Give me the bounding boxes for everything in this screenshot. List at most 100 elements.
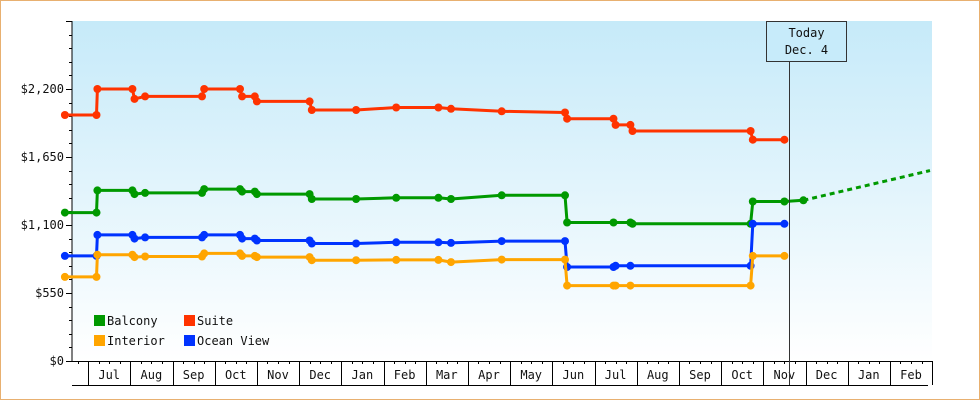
- x-tick-label: Feb: [900, 368, 922, 382]
- plot-area: [72, 21, 932, 361]
- data-point: [561, 191, 569, 200]
- y-tick-label: $2,200: [21, 82, 64, 96]
- data-point: [92, 208, 101, 217]
- data-point: [447, 238, 455, 247]
- data-point: [352, 239, 361, 248]
- x-tick-label: Oct: [225, 368, 247, 382]
- data-point: [626, 261, 635, 270]
- legend-label-interior: Interior: [107, 334, 165, 348]
- y-axis: $0 $550 $1,100 $1,650 $2,200: [21, 21, 73, 368]
- data-point: [141, 188, 150, 197]
- legend-label-suite: Suite: [197, 314, 233, 328]
- data-point: [561, 255, 569, 264]
- data-point: [746, 281, 755, 290]
- data-point: [611, 120, 620, 129]
- data-point: [128, 85, 137, 93]
- data-point: [563, 114, 572, 123]
- x-axis: Jul Aug Sep Oct Nov Dec Jan Feb Mar Apr May Jun Jul A…: [72, 361, 933, 386]
- series-suite: [60, 85, 789, 144]
- data-point: [93, 85, 102, 93]
- data-point: [434, 103, 443, 112]
- data-point: [748, 251, 757, 260]
- data-point: [392, 255, 401, 264]
- x-tick-label: Apr: [478, 368, 500, 382]
- data-point: [198, 92, 206, 101]
- data-point: [92, 111, 101, 119]
- series-projection-balcony: [803, 169, 931, 202]
- data-point: [200, 185, 209, 194]
- data-point: [497, 107, 506, 116]
- y-tick-label: $1,650: [21, 150, 64, 164]
- data-point: [141, 92, 150, 101]
- y-tick-label: $1,100: [21, 218, 64, 232]
- data-point: [780, 135, 789, 144]
- data-point: [130, 94, 139, 103]
- data-point: [130, 190, 139, 199]
- data-point: [447, 258, 455, 267]
- data-point: [611, 261, 620, 270]
- data-point: [238, 234, 247, 243]
- data-point: [238, 251, 247, 260]
- data-point: [392, 193, 401, 202]
- x-tick-label: Aug: [141, 368, 163, 382]
- data-point: [434, 255, 443, 264]
- data-point: [746, 127, 755, 135]
- data-point: [392, 238, 401, 247]
- data-point: [561, 237, 569, 246]
- series-interior: [60, 249, 789, 290]
- x-tick-label: Sep: [183, 368, 205, 382]
- data-point: [780, 251, 789, 260]
- data-point: [609, 114, 618, 123]
- data-point: [238, 187, 247, 196]
- data-point: [626, 120, 635, 129]
- data-point: [352, 195, 361, 203]
- today-date: Dec. 4: [785, 43, 828, 57]
- y-tick-label: $550: [35, 286, 64, 300]
- data-point: [200, 249, 209, 258]
- data-point: [252, 253, 261, 262]
- data-point: [252, 236, 261, 245]
- data-point: [497, 237, 506, 246]
- data-point: [628, 219, 637, 228]
- data-point: [563, 281, 572, 290]
- legend-label-balcony: Balcony: [107, 314, 158, 328]
- data-point: [609, 218, 618, 227]
- data-point: [799, 196, 808, 205]
- data-point: [60, 272, 69, 281]
- data-point: [130, 234, 139, 243]
- data-point: [92, 272, 101, 281]
- data-point: [93, 186, 102, 195]
- x-tick-label: Mar: [436, 368, 458, 382]
- data-point: [563, 218, 572, 227]
- data-point: [252, 190, 261, 199]
- data-point: [307, 256, 316, 265]
- y-tick-label: $0: [50, 354, 64, 368]
- x-tick-label: Dec: [816, 368, 838, 382]
- data-point: [497, 191, 506, 200]
- data-point: [611, 281, 620, 290]
- x-tick-label: Jul: [98, 368, 120, 382]
- data-point: [238, 92, 247, 101]
- legend-swatch-ocean-view: [184, 335, 195, 346]
- x-tick-label: May: [520, 368, 542, 382]
- today-box: [766, 21, 847, 62]
- data-point: [447, 195, 455, 203]
- data-point: [748, 197, 757, 206]
- data-point: [352, 256, 361, 265]
- x-tick-label: Nov: [267, 368, 289, 382]
- data-point: [307, 106, 316, 114]
- legend: Balcony Suite Interior Ocean View: [94, 314, 270, 348]
- data-point: [305, 97, 314, 106]
- x-tick-label: Jun: [563, 368, 585, 382]
- data-point: [141, 233, 150, 242]
- data-point: [93, 250, 102, 259]
- data-point: [141, 252, 150, 261]
- data-point: [628, 127, 637, 135]
- data-point: [780, 219, 789, 228]
- data-point: [60, 251, 69, 260]
- data-point: [60, 111, 69, 119]
- legend-label-ocean-view: Ocean View: [197, 334, 270, 348]
- x-tick-label: Jan: [858, 368, 880, 382]
